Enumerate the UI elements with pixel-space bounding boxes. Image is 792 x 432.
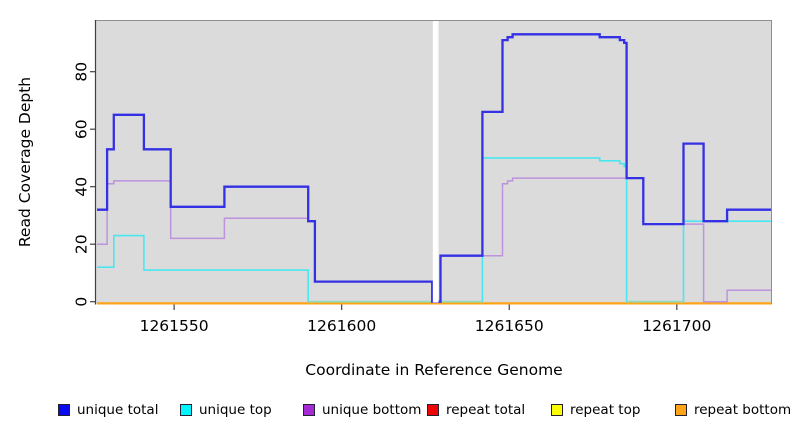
y-tick-label: 80 [73, 62, 91, 82]
legend-swatch-icon [303, 404, 315, 416]
legend-label: unique bottom [322, 402, 422, 418]
legend-label: repeat bottom [694, 402, 792, 418]
x-tick-label: 1261550 [140, 317, 209, 335]
x-tick-label: 1261650 [475, 317, 544, 335]
y-tick-label: 20 [73, 234, 91, 254]
x-tick-label: 1261700 [642, 317, 711, 335]
series-unique-total [97, 33, 772, 303]
legend-swatch-icon [427, 404, 439, 416]
legend-swatch-icon [675, 404, 687, 416]
legend-label: unique total [77, 402, 159, 418]
legend-label: repeat top [570, 402, 641, 418]
y-tick-label: 60 [73, 119, 91, 139]
legend-swatch-icon [58, 404, 70, 416]
x-tick-label: 1261600 [307, 317, 376, 335]
y-tick-label: 0 [73, 297, 91, 307]
y-axis-title: Read Coverage Depth [16, 77, 34, 247]
x-axis-title: Coordinate in Reference Genome [305, 361, 562, 379]
legend-label: repeat total [446, 402, 526, 418]
legend-label: unique top [199, 402, 272, 418]
series-unique-top [97, 157, 772, 303]
y-tick-label: 40 [73, 177, 91, 197]
chart-legend: unique total unique top unique bottom repea… [0, 399, 792, 425]
legend-swatch-icon [180, 404, 192, 416]
coverage-gap-band [432, 21, 439, 303]
legend-swatch-icon [551, 404, 563, 416]
